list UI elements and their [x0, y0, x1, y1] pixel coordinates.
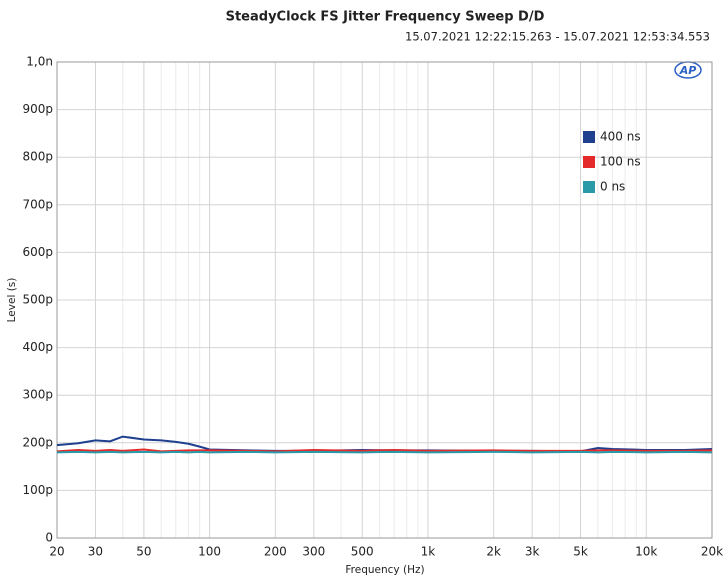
y-tick-label: 400p	[22, 340, 53, 354]
x-tick-label: 30	[88, 545, 103, 559]
x-tick-label: 2k	[486, 545, 501, 559]
x-tick-label: 100	[198, 545, 221, 559]
chart-subtitle: 15.07.2021 12:22:15.263 - 15.07.2021 12:…	[405, 30, 710, 44]
legend-label: 0 ns	[600, 180, 625, 194]
series-line	[56, 435, 713, 453]
y-tick-label: 900p	[22, 102, 53, 116]
logo: AP	[679, 64, 697, 77]
x-tick-label: 20	[49, 545, 64, 559]
y-tick-label: 200p	[22, 435, 53, 449]
x-tick-label: 5k	[573, 545, 588, 559]
chart-title: SteadyClock FS Jitter Frequency Sweep D/…	[226, 10, 545, 25]
x-tick-label: 300	[302, 545, 325, 559]
y-tick-label: 500p	[22, 293, 53, 307]
x-tick-label: 200	[264, 545, 287, 559]
legend-swatch	[583, 181, 595, 193]
y-tick-label: 700p	[22, 197, 53, 211]
x-tick-label: 10k	[635, 545, 657, 559]
legend-label: 100 ns	[600, 155, 641, 169]
legend-swatch	[583, 131, 595, 143]
y-tick-label: 1,0n	[26, 55, 53, 69]
y-axis-label: Level (s)	[6, 278, 18, 323]
x-tick-label: 50	[136, 545, 151, 559]
x-tick-label: 20k	[701, 545, 723, 559]
x-axis-label: Frequency (Hz)	[345, 564, 424, 576]
x-tick-label: 1k	[421, 545, 436, 559]
y-tick-label: 100p	[22, 483, 53, 497]
plot-frame	[56, 61, 713, 539]
y-tick-label: 300p	[22, 388, 53, 402]
y-tick-label: 600p	[22, 245, 53, 259]
x-tick-label: 3k	[525, 545, 540, 559]
x-tick-label: 500	[351, 545, 374, 559]
y-tick-label: 800p	[22, 150, 53, 164]
legend-label: 400 ns	[600, 130, 641, 144]
legend-swatch	[583, 156, 595, 168]
y-tick-label: 0	[45, 531, 53, 545]
